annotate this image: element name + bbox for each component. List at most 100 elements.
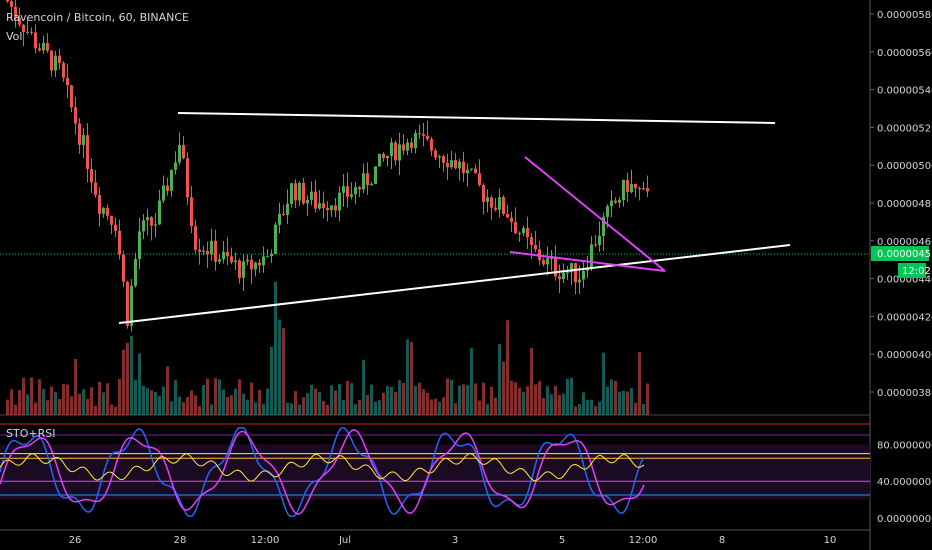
candle-body xyxy=(278,213,281,225)
volume-bar xyxy=(342,400,345,415)
candle-body xyxy=(382,153,385,158)
candle-body xyxy=(54,55,57,71)
volume-bar xyxy=(362,359,365,415)
volume-bar xyxy=(82,389,85,415)
candle-body xyxy=(554,257,557,277)
volume-bar xyxy=(66,384,69,415)
candle-body xyxy=(466,169,469,174)
rsi-line xyxy=(0,453,645,482)
candle-body xyxy=(122,254,125,282)
volume-bar xyxy=(194,395,197,415)
volume-bar xyxy=(390,387,393,415)
candle-body xyxy=(186,158,189,198)
candle-body xyxy=(234,260,237,263)
volume-bar xyxy=(142,385,145,415)
candle-body xyxy=(266,256,269,258)
volume-bar xyxy=(58,399,61,415)
candle-body xyxy=(494,207,497,210)
candle-body xyxy=(606,206,609,217)
volume-bar xyxy=(430,399,433,415)
volume-bar xyxy=(322,400,325,415)
volume-bar xyxy=(642,403,645,415)
candle-body xyxy=(94,182,97,195)
volume-bar xyxy=(478,400,481,415)
candle-body xyxy=(42,43,45,51)
volume-bar xyxy=(310,384,313,415)
volume-bar xyxy=(174,379,177,415)
time-tick-label: 12:00 xyxy=(251,535,280,546)
volume-bar xyxy=(74,358,77,415)
candle-body xyxy=(642,188,645,190)
volume-bar xyxy=(22,377,25,415)
volume-bar xyxy=(110,404,113,415)
candle-body xyxy=(442,156,445,163)
candle-body xyxy=(622,179,625,201)
candle-body xyxy=(406,142,409,151)
volume-bar xyxy=(206,378,209,415)
candle-body xyxy=(226,251,229,257)
candle-body xyxy=(222,251,225,260)
candle-body xyxy=(610,200,613,207)
candle-body xyxy=(446,162,449,168)
volume-bar xyxy=(94,405,97,415)
candle-body xyxy=(634,183,637,189)
volume-bar xyxy=(138,353,141,415)
candle-body xyxy=(218,259,221,262)
countdown: 12:02 xyxy=(902,266,931,277)
support-line xyxy=(118,244,791,324)
candle-body xyxy=(102,207,105,214)
candle-body xyxy=(34,32,37,49)
volume-bar xyxy=(226,396,229,415)
volume-bar xyxy=(230,395,233,415)
candle-body xyxy=(294,183,297,201)
candle-body xyxy=(158,200,161,225)
volume-bar xyxy=(286,402,289,415)
candle-body xyxy=(138,231,141,260)
volume-bar xyxy=(458,385,461,415)
candle-body xyxy=(514,222,517,234)
price-tick-label: 0.00000560 xyxy=(877,48,932,59)
candle-body xyxy=(230,256,233,263)
candle-body xyxy=(98,194,101,214)
price-tick-label: 0.00000420 xyxy=(877,312,932,323)
candle-body xyxy=(190,197,193,227)
candle-body xyxy=(134,259,137,286)
candle-body xyxy=(90,168,93,183)
price-tick-label: 0.00000440 xyxy=(877,275,932,286)
candle-body xyxy=(510,217,513,223)
volume-bar xyxy=(10,389,13,415)
candle-body xyxy=(566,272,569,274)
volume-bar xyxy=(434,398,437,415)
candle-body xyxy=(490,197,493,208)
candle-body xyxy=(438,156,441,158)
candle-body xyxy=(430,139,433,151)
candle-body xyxy=(578,279,581,283)
candle-body xyxy=(174,162,177,170)
volume-bar xyxy=(350,383,353,415)
candle-body xyxy=(214,240,217,262)
volume-bar xyxy=(242,393,245,415)
volume-bar xyxy=(182,402,185,415)
volume-bar xyxy=(306,393,309,415)
candle-body xyxy=(106,207,109,216)
price-axis: 0.00000580 0.00000560 0.00000540 0.00000520… xyxy=(870,10,932,399)
candle-body xyxy=(38,48,41,51)
volume-bar xyxy=(294,391,297,415)
volume-label: Vol xyxy=(6,30,22,43)
volume-bar xyxy=(330,385,333,415)
volume-bar xyxy=(318,392,321,415)
volume-bar xyxy=(374,401,377,415)
time-tick-label: 26 xyxy=(69,535,82,546)
volume-bar xyxy=(186,397,189,415)
volume-bar xyxy=(534,384,537,415)
volume-bar xyxy=(38,379,41,415)
candle-body xyxy=(198,249,201,252)
volume-bar xyxy=(402,383,405,415)
volume-bar xyxy=(578,404,581,415)
candle-body xyxy=(358,187,361,190)
candle-body xyxy=(626,179,629,193)
volume-bar xyxy=(422,389,425,415)
candle-body xyxy=(486,197,489,202)
candle-body xyxy=(62,63,65,78)
